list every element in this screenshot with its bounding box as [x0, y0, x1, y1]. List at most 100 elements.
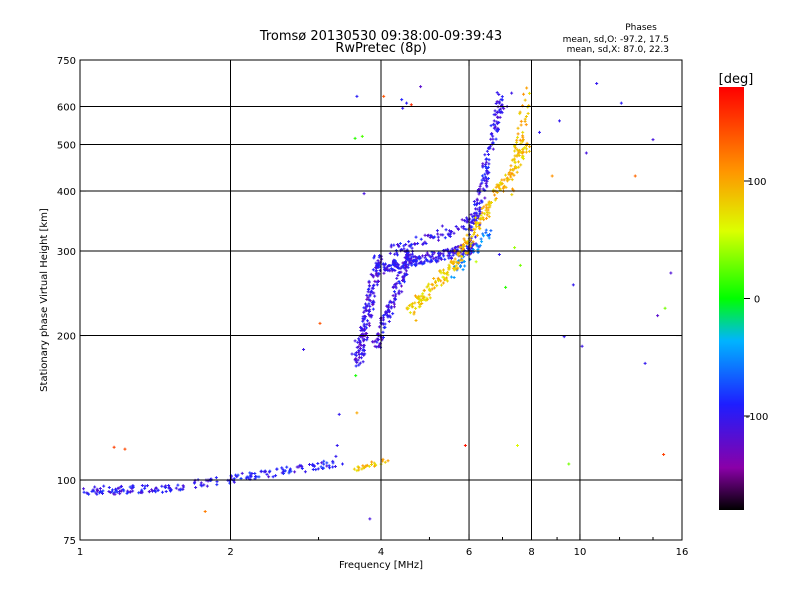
x-mode-point: [418, 302, 422, 306]
o-mode-point: [397, 292, 401, 296]
o-mode-point: [366, 290, 370, 294]
o-mode-point: [403, 256, 407, 260]
o-mode-point: [362, 310, 366, 314]
x-mode-point: [522, 92, 526, 96]
o-mode-point: [397, 271, 401, 275]
o-mode-point: [358, 342, 362, 346]
y-tick-label: 300: [57, 247, 76, 258]
x-mode-point: [418, 299, 422, 303]
o-mode-point: [429, 255, 433, 259]
o-mode-point: [386, 314, 390, 318]
o-mode-point: [410, 252, 414, 256]
o-mode-point: [357, 348, 361, 352]
o-mode-point: [419, 237, 423, 241]
x-mode-point: [482, 205, 486, 209]
x-mode-point: [521, 130, 525, 134]
o-mode-point: [377, 272, 381, 276]
y-tick-label: 100: [57, 476, 76, 487]
o-mode-point: [235, 475, 239, 479]
o-mode-point: [496, 116, 500, 120]
x-mode-point: [500, 182, 504, 186]
o-mode-point: [413, 255, 417, 259]
x-mode-point: [422, 295, 426, 299]
x-mode-point: [497, 184, 501, 188]
o-mode-point: [395, 265, 399, 269]
x-mode-point: [452, 268, 456, 272]
o-mode-point: [431, 252, 435, 256]
o-mode-point: [473, 207, 477, 211]
o-mode-point: [205, 484, 209, 488]
x-mode-point: [524, 114, 528, 118]
o-mode-point: [407, 240, 411, 244]
o-mode-point: [102, 484, 106, 488]
o-mode-point: [129, 490, 133, 494]
o-mode-point: [374, 269, 378, 273]
o-mode-point: [489, 144, 493, 148]
o-mode-point: [267, 475, 271, 479]
o-mode-point: [98, 487, 102, 491]
o-mode-point: [96, 488, 100, 492]
o-mode-point: [117, 486, 121, 490]
o-mode-point: [392, 300, 396, 304]
o-mode-point: [426, 234, 430, 238]
o-mode-point: [340, 462, 344, 466]
o-mode-point: [275, 467, 279, 471]
colorbar-tick-label: -100: [746, 412, 769, 423]
o-mode-point: [126, 490, 130, 494]
o-mode-point: [459, 264, 463, 268]
o-mode-point: [169, 489, 173, 493]
o-mode-point: [364, 326, 368, 330]
o-mode-point: [397, 279, 401, 283]
x-mode-point: [435, 284, 439, 288]
o-mode-point: [444, 228, 448, 232]
o-mode-point: [373, 279, 377, 283]
y-axis-label: Stationary phase Virtual Height [km]: [39, 208, 50, 392]
x-mode-point: [507, 172, 511, 176]
noise-point: [203, 509, 207, 513]
o-mode-point: [485, 149, 489, 153]
x-mode-point: [475, 233, 479, 237]
o-mode-point: [391, 312, 395, 316]
o-mode-point: [371, 307, 375, 311]
o-mode-point: [95, 492, 99, 496]
o-mode-point: [482, 178, 486, 182]
o-mode-point: [435, 229, 439, 233]
x-mode-point: [484, 203, 488, 207]
x-mode-point: [515, 166, 519, 170]
o-mode-point: [481, 162, 485, 166]
o-mode-point: [394, 297, 398, 301]
o-mode-point: [389, 267, 393, 271]
o-mode-point: [396, 253, 400, 257]
o-mode-point: [489, 132, 493, 136]
o-mode-point: [107, 486, 111, 490]
x-tick-label: 10: [574, 547, 587, 558]
x-mode-point: [512, 157, 516, 161]
x-mode-point: [415, 295, 419, 299]
x-mode-point: [474, 216, 478, 220]
noise-point: [401, 106, 405, 110]
o-mode-point: [477, 187, 481, 191]
x-mode-point: [515, 140, 519, 144]
o-mode-point: [363, 317, 367, 321]
o-mode-point: [384, 311, 388, 315]
x-mode-point: [504, 173, 508, 177]
noise-point: [405, 101, 409, 105]
o-mode-point: [362, 192, 366, 196]
o-mode-point: [404, 263, 408, 267]
x-mode-point: [459, 254, 463, 258]
o-mode-point: [366, 304, 370, 308]
noise-point: [360, 134, 364, 138]
x-mode-point: [472, 232, 476, 236]
o-mode-point: [495, 120, 499, 124]
o-mode-point: [93, 485, 97, 489]
o-mode-point: [354, 359, 358, 363]
o-mode-point: [394, 294, 398, 298]
x-mode-point: [461, 247, 465, 251]
o-mode-point: [100, 491, 104, 495]
x-mode-point: [365, 463, 369, 467]
noise-point: [571, 283, 575, 287]
o-mode-point: [387, 309, 391, 313]
x-mode-point: [487, 201, 491, 205]
noise-point: [662, 453, 666, 457]
o-mode-point: [391, 267, 395, 271]
